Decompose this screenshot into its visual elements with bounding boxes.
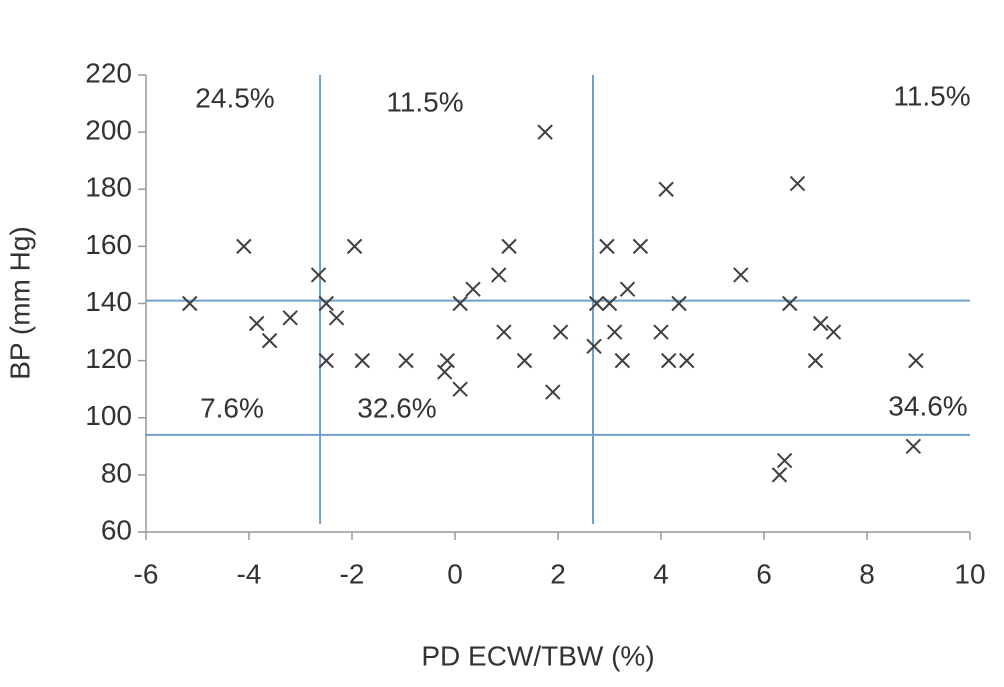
- y-tick-label: 60: [101, 514, 132, 545]
- marker: [328, 310, 345, 326]
- marker: [658, 181, 674, 197]
- marker: [905, 438, 922, 455]
- quadrant-annotation: 34.6%: [888, 390, 967, 421]
- marker: [812, 315, 829, 332]
- marker: [771, 467, 788, 483]
- quadrant-annotation: 24.5%: [195, 82, 274, 113]
- marker: [452, 381, 468, 397]
- marker: [653, 324, 669, 340]
- marker: [632, 238, 649, 255]
- marker: [586, 338, 602, 355]
- quadrant-annotation: 11.5%: [386, 86, 463, 117]
- x-tick-label: -4: [237, 558, 262, 589]
- marker: [516, 352, 533, 369]
- marker: [733, 267, 749, 283]
- marker: [282, 310, 298, 326]
- y-tick-label: 80: [101, 457, 132, 488]
- x-tick-label: -2: [340, 558, 365, 589]
- quadrant-annotation: 11.5%: [893, 80, 970, 111]
- marker: [545, 384, 561, 400]
- x-tick-label: 0: [447, 558, 463, 589]
- marker: [491, 267, 507, 283]
- quadrant-annotation: 32.6%: [357, 392, 436, 423]
- x-tick-label: -6: [134, 558, 159, 589]
- marker: [552, 324, 569, 340]
- marker: [614, 352, 631, 369]
- quadrant-annotation: 7.6%: [200, 392, 264, 423]
- marker: [661, 352, 677, 369]
- marker: [354, 352, 371, 369]
- marker: [619, 281, 636, 297]
- marker: [789, 175, 806, 192]
- marker: [182, 295, 198, 312]
- x-tick-label: 8: [859, 558, 875, 589]
- marker: [606, 324, 623, 340]
- marker: [501, 238, 517, 255]
- marker: [465, 281, 481, 297]
- x-tick-label: 6: [756, 558, 772, 589]
- y-tick-label: 200: [85, 115, 132, 146]
- marker: [261, 332, 278, 349]
- x-tick-label: 2: [550, 558, 566, 589]
- marker: [318, 295, 334, 312]
- y-axis-title: BP (mm Hg): [4, 226, 35, 380]
- x-tick-label: 4: [653, 558, 669, 589]
- y-tick-label: 220: [85, 57, 132, 88]
- marker: [825, 324, 842, 340]
- marker: [776, 452, 793, 469]
- marker: [807, 352, 824, 369]
- y-tick-label: 100: [85, 400, 132, 431]
- y-tick-label: 140: [85, 286, 132, 317]
- marker: [398, 352, 414, 369]
- marker: [496, 324, 512, 340]
- marker: [679, 352, 695, 369]
- y-tick-label: 120: [85, 343, 132, 374]
- marker: [908, 352, 924, 369]
- marker: [599, 238, 615, 255]
- marker: [310, 267, 327, 283]
- y-tick-label: 160: [85, 229, 132, 260]
- x-axis-title: PD ECW/TBW (%): [421, 640, 654, 671]
- marker: [537, 124, 553, 140]
- x-tick-label: 10: [954, 558, 985, 589]
- marker: [588, 295, 605, 312]
- marker: [436, 364, 453, 380]
- marker: [782, 295, 798, 312]
- marker: [452, 295, 468, 312]
- marker: [346, 238, 363, 255]
- marker: [671, 295, 687, 312]
- marker: [601, 295, 618, 312]
- y-tick-label: 180: [85, 172, 132, 203]
- marker: [249, 315, 265, 332]
- marker: [236, 238, 252, 255]
- marker: [318, 352, 334, 369]
